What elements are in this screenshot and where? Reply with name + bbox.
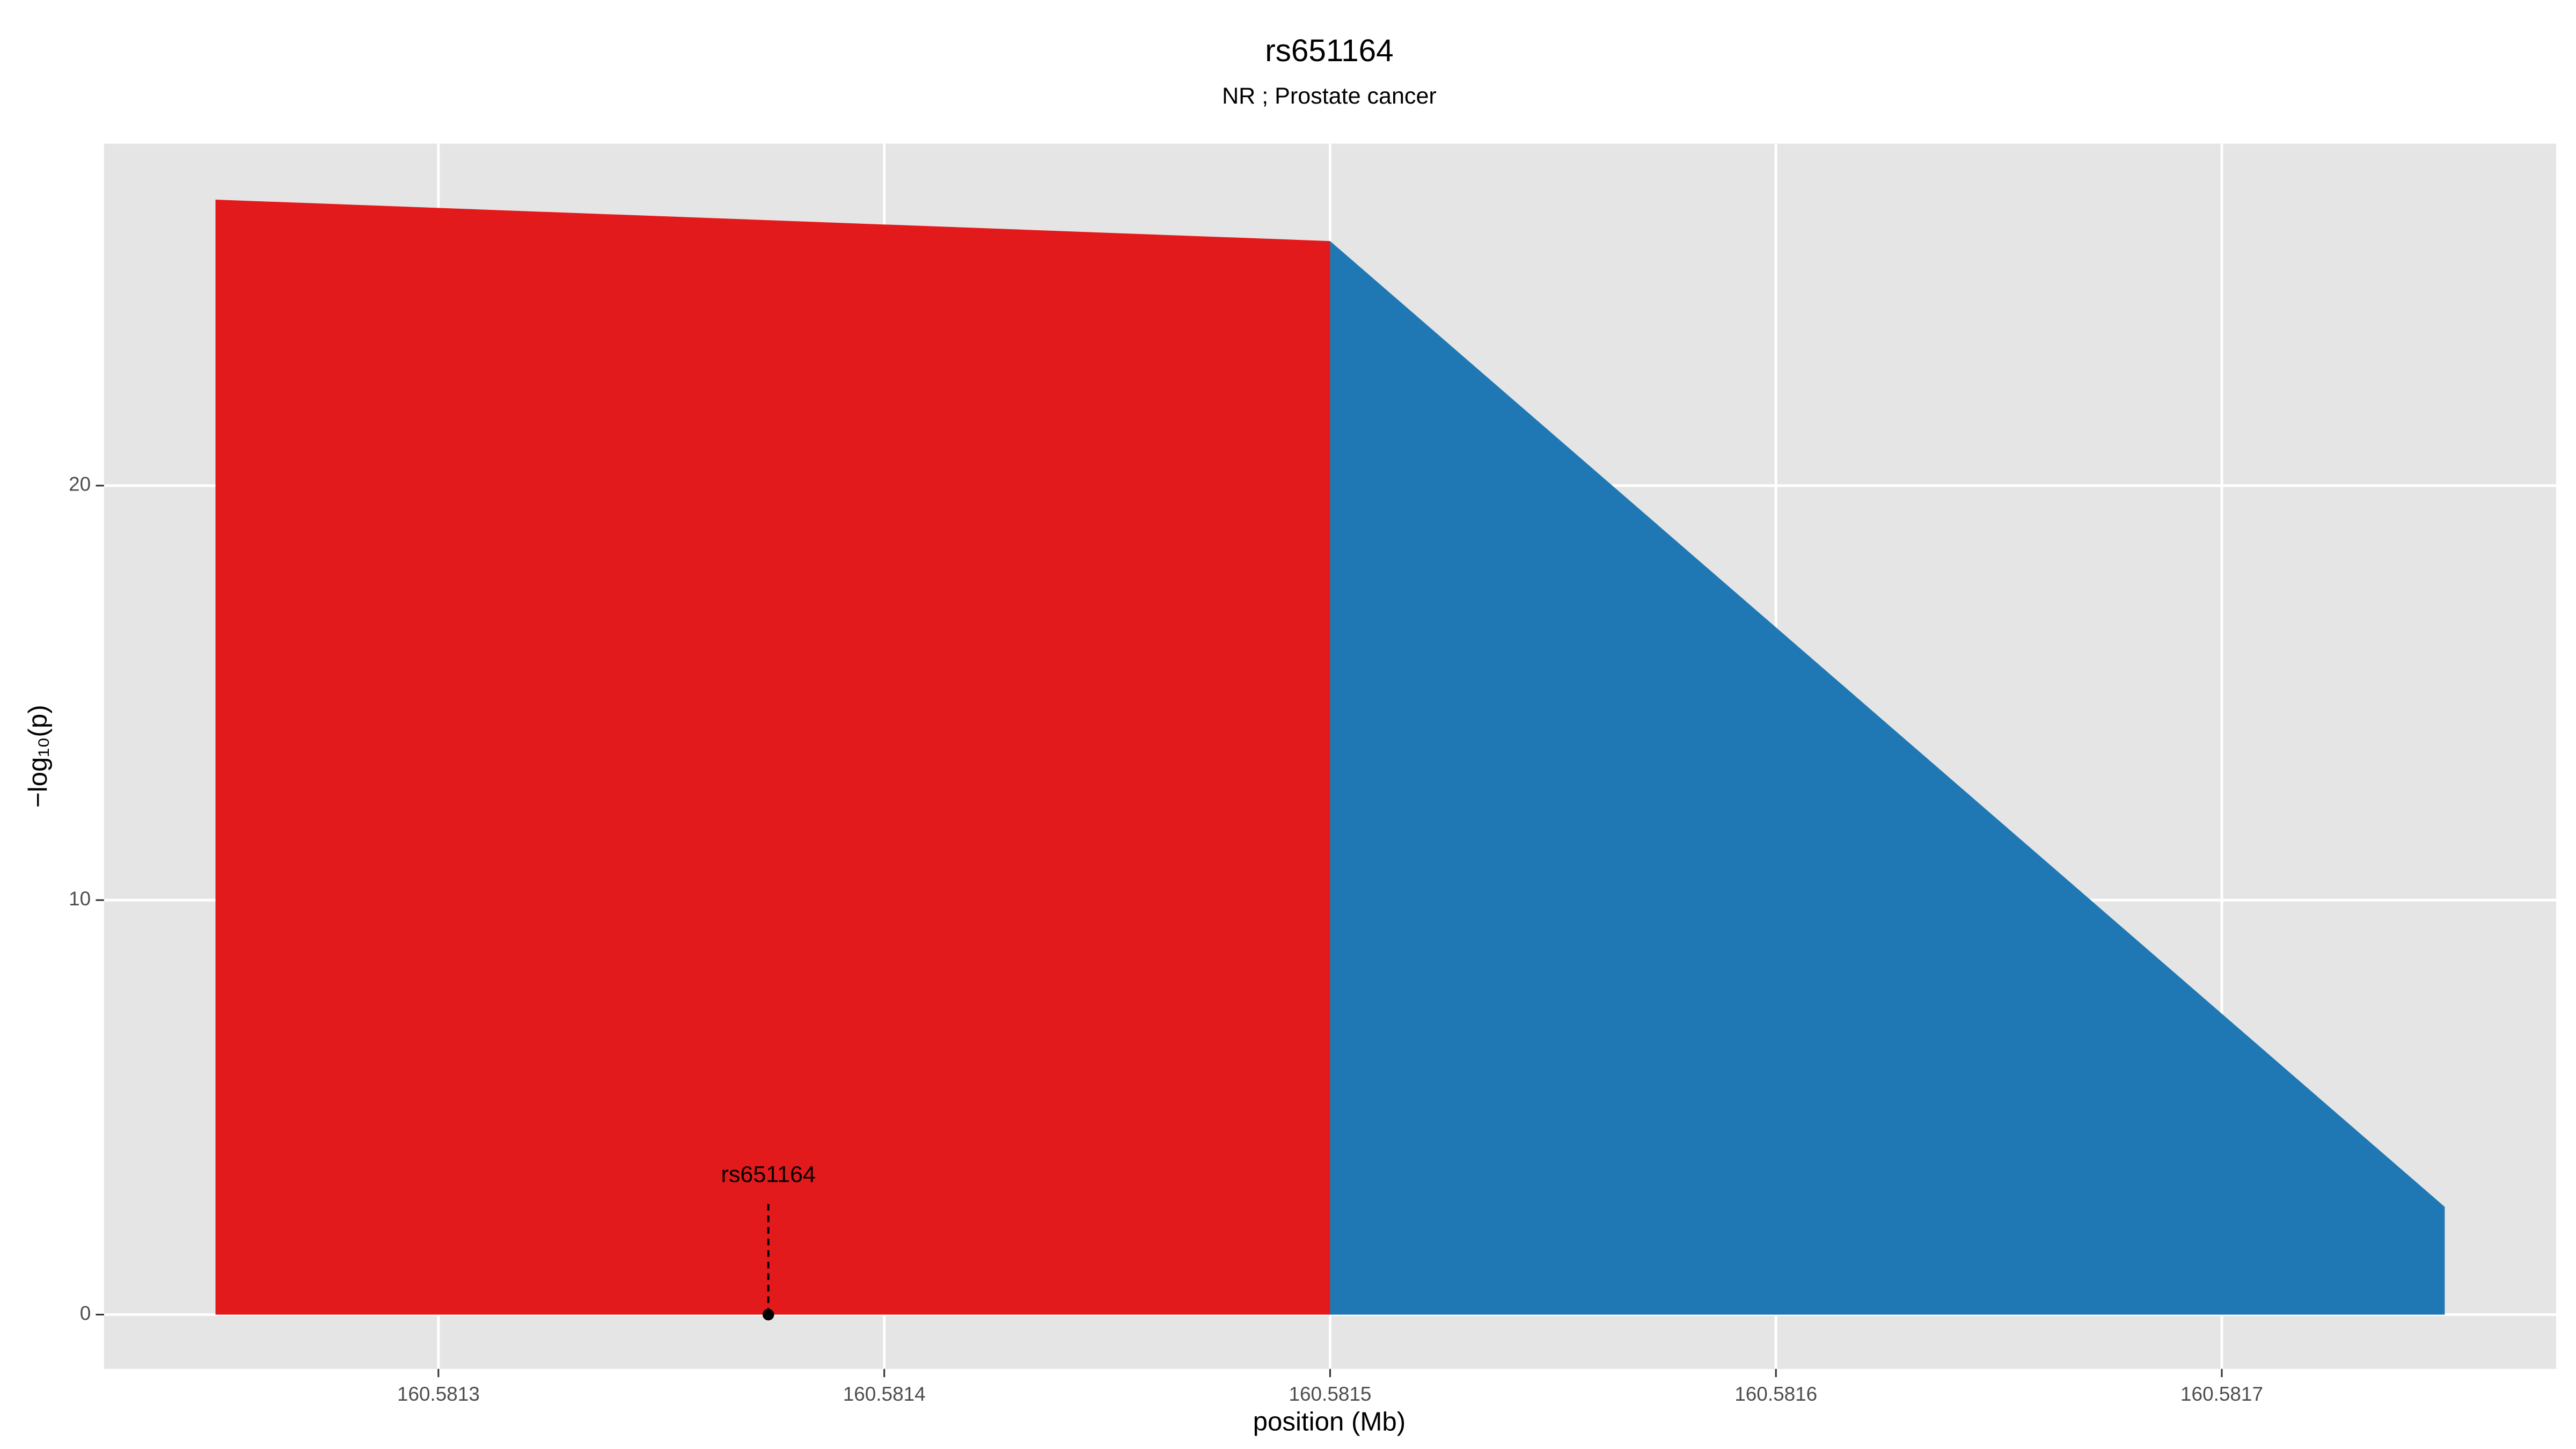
chart-title: rs651164	[1265, 33, 1393, 68]
x-tick-label: 160.5813	[397, 1383, 480, 1405]
x-tick-label: 160.5815	[1289, 1383, 1371, 1405]
area	[215, 199, 1330, 1315]
y-axis-label: −log₁₀(p)	[23, 705, 53, 808]
x-tick-label: 160.5814	[843, 1383, 926, 1405]
chart-subtitle: NR ; Prostate cancer	[1222, 83, 1437, 109]
area	[1330, 241, 2445, 1315]
y-tick-label: 0	[80, 1302, 91, 1324]
annotation-point	[762, 1308, 774, 1321]
x-axis-label: position (Mb)	[1253, 1407, 1406, 1436]
annotation-label: rs651164	[721, 1162, 816, 1188]
x-tick-label: 160.5816	[1735, 1383, 1817, 1405]
y-tick-label: 20	[69, 473, 91, 495]
x-tick-label: 160.5817	[2180, 1383, 2263, 1405]
y-tick-label: 10	[69, 888, 91, 910]
